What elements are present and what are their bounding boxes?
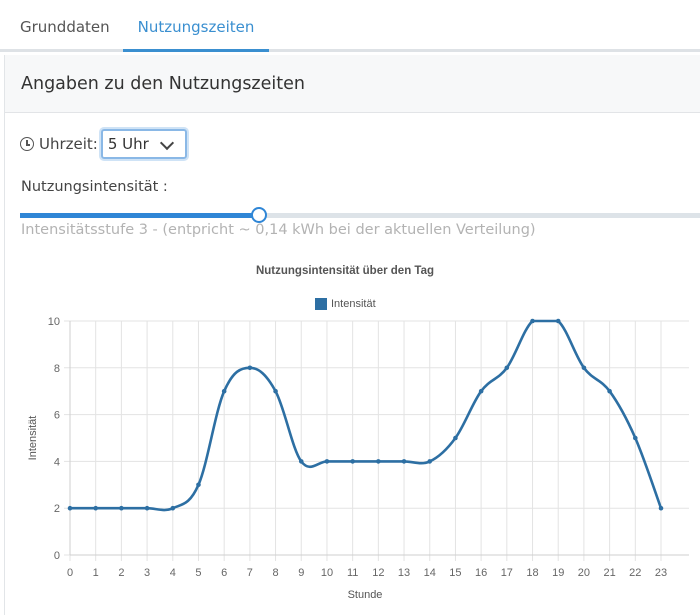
panel-title: Angaben zu den Nutzungszeiten — [21, 74, 305, 94]
time-select[interactable]: 5 Uhr — [100, 129, 187, 159]
time-select-value: 5 Uhr — [107, 135, 149, 153]
legend-swatch — [315, 298, 327, 310]
tab-bar: Grunddaten Nutzungszeiten — [0, 0, 700, 52]
time-label: Uhrzeit: — [39, 135, 98, 153]
time-row: Uhrzeit: 5 Uhr — [20, 128, 187, 160]
tab-grunddaten[interactable]: Grunddaten — [20, 18, 110, 36]
slider-fill — [20, 213, 261, 218]
panel: Angaben zu den Nutzungszeiten — [4, 55, 700, 615]
intensity-help-text: Intensitätsstufe 3 - (entpricht ~ 0,14 k… — [21, 222, 536, 238]
intensity-label: Nutzungsintensität : — [21, 179, 168, 195]
legend-label: Intensität — [331, 298, 376, 310]
slider-thumb[interactable] — [251, 207, 267, 223]
chart-title: Nutzungsintensität über den Tag — [255, 265, 435, 277]
chevron-down-icon — [159, 135, 174, 151]
intensity-slider[interactable] — [20, 207, 700, 223]
panel-header: Angaben zu den Nutzungszeiten — [5, 55, 700, 113]
tab-nutzungszeiten[interactable]: Nutzungszeiten — [123, 18, 269, 52]
clock-icon — [20, 137, 34, 151]
chart-legend[interactable]: Intensität — [315, 298, 376, 310]
slider-track — [20, 213, 700, 218]
